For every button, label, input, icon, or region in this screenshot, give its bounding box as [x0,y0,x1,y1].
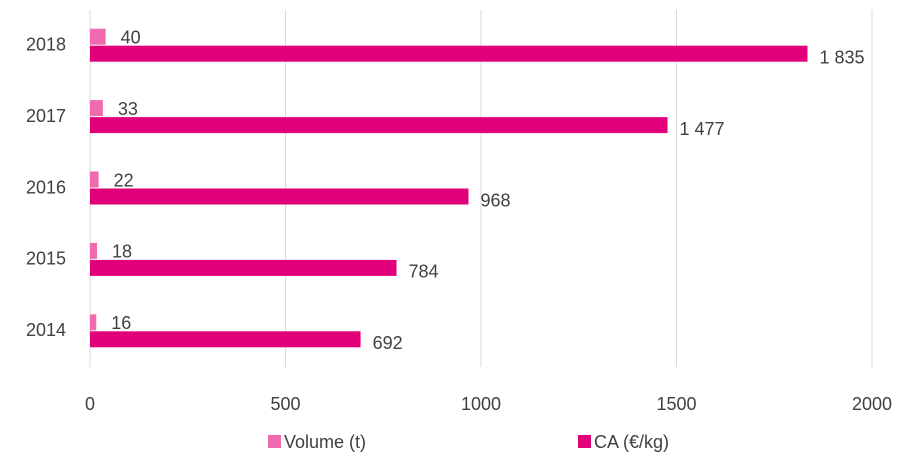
bar [90,100,103,117]
bar [90,259,397,276]
bar [90,28,106,45]
x-tick-label: 1000 [461,394,501,414]
y-tick-label: 2018 [26,34,66,54]
bar [90,331,361,348]
x-tick-label: 500 [270,394,300,414]
data-label: 784 [409,262,439,282]
legend-swatch [268,435,281,448]
bar [90,188,469,205]
y-tick-label: 2016 [26,177,66,197]
legend-swatch [578,435,591,448]
bar [90,117,668,134]
y-tick-label: 2014 [26,320,66,340]
bar [90,171,99,188]
x-tick-label: 0 [85,394,95,414]
y-tick-label: 2017 [26,106,66,126]
x-tick-label: 1500 [656,394,696,414]
bar [90,242,98,259]
data-label: 1 477 [680,119,725,139]
data-label: 22 [114,170,134,190]
legend-label: CA (€/kg) [594,432,669,452]
x-tick-label: 2000 [852,394,892,414]
data-label: 16 [111,313,131,333]
data-label: 33 [118,99,138,119]
data-label: 18 [112,242,132,262]
data-label: 692 [373,333,403,353]
y-tick-label: 2015 [26,249,66,269]
legend-label: Volume (t) [284,432,366,452]
data-label: 1 835 [819,47,864,67]
bar [90,314,97,331]
bar [90,45,808,62]
data-label: 968 [480,190,510,210]
data-label: 40 [121,27,141,47]
